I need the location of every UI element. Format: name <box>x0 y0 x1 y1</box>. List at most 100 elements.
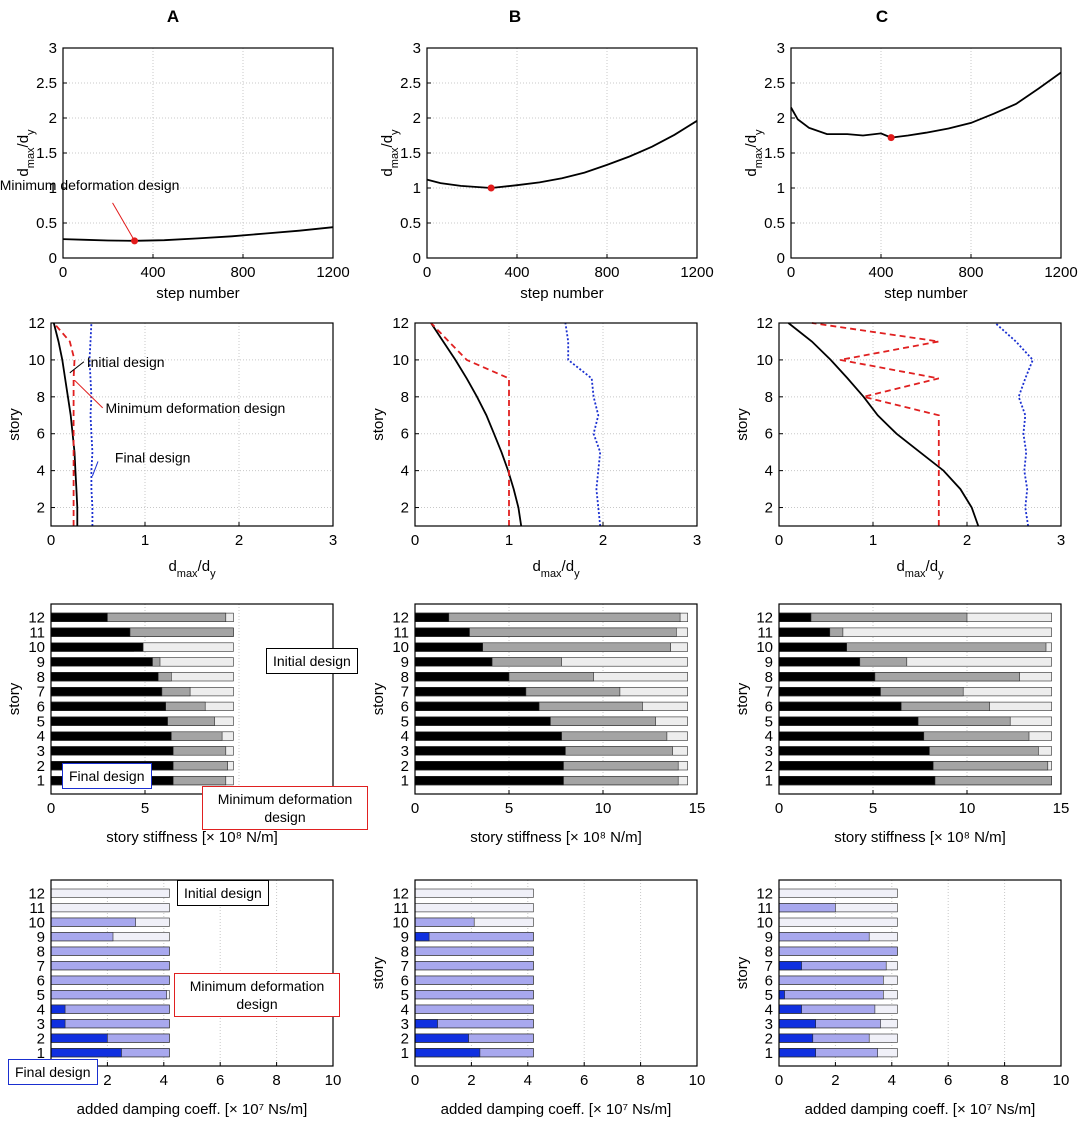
x-tick-label: 0 <box>47 532 55 549</box>
bar-initial-design <box>50 903 170 913</box>
bar-final-design <box>50 1033 108 1043</box>
series-minimum-deformation-design <box>53 322 76 526</box>
x-tick-label: 4 <box>160 1072 168 1089</box>
x-tick-label: 15 <box>689 800 706 817</box>
ratio-d: d <box>379 168 396 176</box>
y-tick-label: 11 <box>757 624 773 641</box>
plot-frame <box>414 879 698 1067</box>
y-tick-label: 1 <box>401 773 409 790</box>
x-tick-label: 0 <box>411 1072 419 1089</box>
y-tick-label: 9 <box>37 654 45 671</box>
y-tick-label: 6 <box>401 698 409 715</box>
x-tick-label: 10 <box>689 1072 706 1089</box>
grid <box>63 48 333 258</box>
y-tick-label: 5 <box>765 987 773 1004</box>
y-tick-label: 3 <box>777 40 785 57</box>
y-axis-label: story <box>370 956 387 989</box>
marker-minimum-deformation <box>887 134 895 142</box>
annotation-minimum-deformation-design: Minimum deformation design <box>106 400 286 416</box>
x-tick-label: 10 <box>595 800 612 817</box>
bar-minimum-deformation-design <box>50 961 170 971</box>
y-tick-label: 10 <box>392 639 409 656</box>
y-tick-label: 5 <box>37 713 45 730</box>
ratio-y: y <box>753 129 765 135</box>
bar-initial-design <box>414 888 534 898</box>
x-tick-label: 5 <box>505 800 513 817</box>
y-tick-label: 3 <box>765 1016 773 1033</box>
y-tick-label: 4 <box>765 1001 773 1018</box>
bar-final-design <box>778 1019 817 1029</box>
y-tick-label: 7 <box>401 684 409 701</box>
y-tick-label: 2.5 <box>400 75 421 92</box>
bar-initial-design <box>778 917 898 927</box>
y-tick-label: 7 <box>765 958 773 975</box>
y-tick-label: 2 <box>413 110 421 127</box>
series-drift <box>790 71 1062 139</box>
plot-area <box>51 323 333 526</box>
x-tick-label: 3 <box>693 532 701 549</box>
bar-minimum-deformation-design <box>50 975 170 985</box>
y-tick-label: 8 <box>37 943 45 960</box>
y-tick-label: 6 <box>401 972 409 989</box>
annotation-final-design: Final design <box>115 450 191 466</box>
y-tick-label: 8 <box>765 669 773 686</box>
y-tick-label: 9 <box>37 929 45 946</box>
y-tick-label: 6 <box>37 698 45 715</box>
series-final-design <box>88 322 94 526</box>
y-tick-label: 4 <box>401 1001 409 1018</box>
y-tick-label: 3 <box>49 40 57 57</box>
y-tick-label: 2 <box>765 500 773 517</box>
bar-minimum-deformation-design <box>414 932 534 942</box>
box-final-design-row4: Final design <box>8 1059 98 1085</box>
y-tick-label: 1 <box>765 773 773 790</box>
bar-initial-design <box>50 888 170 898</box>
y-tick-label: 12 <box>28 315 45 332</box>
x-tick-label: 10 <box>325 1072 342 1089</box>
y-tick-label: 4 <box>765 728 773 745</box>
series-minimum-deformation-design <box>430 322 510 526</box>
column-header-C: C <box>876 7 888 26</box>
y-tick-label: 12 <box>28 609 45 626</box>
bar-minimum-deformation-design <box>414 917 475 927</box>
x-tick-label: 0 <box>787 264 795 281</box>
y-tick-label: 5 <box>37 987 45 1004</box>
x-tick-label: 2 <box>963 532 971 549</box>
y-tick-label: 9 <box>765 654 773 671</box>
panel-B-row1: 0 400 800 1200 0 0.5 1 1.5 2 2.5 3 step number <box>400 40 714 302</box>
y-tick-label: 1.5 <box>400 145 421 162</box>
bar-final-design <box>50 716 168 726</box>
y-tick-label: 8 <box>401 669 409 686</box>
bar-minimum-deformation-design <box>778 990 884 1000</box>
leader-final <box>91 461 99 477</box>
bar-final-design <box>778 657 861 667</box>
x-tick-label: 8 <box>1000 1072 1008 1089</box>
bar-final-design <box>778 775 936 786</box>
ratio-max: max <box>389 147 401 168</box>
grid <box>415 323 697 526</box>
x-tick-label: 1200 <box>680 264 713 281</box>
x-tick-label: 2 <box>467 1072 475 1089</box>
y-tick-label: 3 <box>765 743 773 760</box>
y-tick-label: 12 <box>392 885 409 902</box>
x-tick-label: 1 <box>141 532 149 549</box>
y-tick-label: 11 <box>757 900 773 917</box>
bar-final-design <box>414 686 527 697</box>
y-tick-label: 1 <box>49 180 57 197</box>
bar-final-design <box>414 932 430 942</box>
x-tick-label: 1 <box>869 532 877 549</box>
ratio-d: d <box>743 168 760 176</box>
ratio-slash: /d <box>926 558 939 575</box>
bar-final-design <box>414 701 540 711</box>
bar-minimum-deformation-design <box>50 1004 170 1014</box>
y-tick-label: 4 <box>37 728 45 745</box>
y-tick-label: 2 <box>37 758 45 775</box>
bar-minimum-deformation-design <box>50 990 167 1000</box>
ratio-slash: /d <box>379 135 396 148</box>
y-tick-label: 8 <box>37 389 45 406</box>
x-axis-label: added damping coeff. [× 10⁷ Ns/m] <box>805 1101 1036 1118</box>
y-tick-label: 3 <box>37 743 45 760</box>
y-tick-label: 4 <box>37 463 45 480</box>
y-tick-label: 1.5 <box>764 145 785 162</box>
